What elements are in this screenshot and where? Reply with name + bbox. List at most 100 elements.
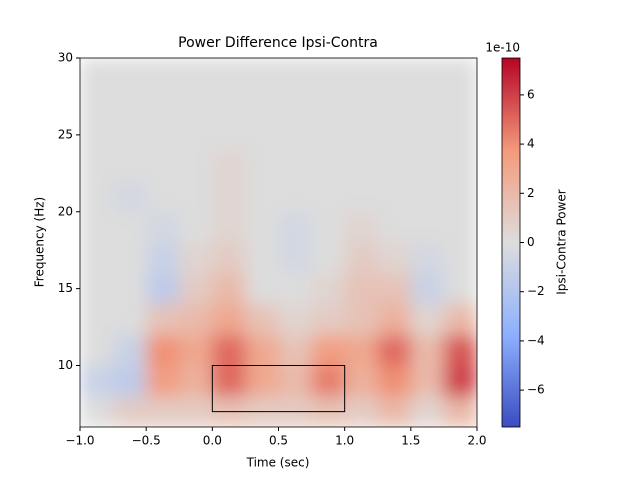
heat-cell: [212, 58, 247, 90]
heat-cell: [278, 88, 313, 121]
heat-cell: [443, 396, 477, 427]
heat-cell: [278, 150, 313, 182]
heat-cell: [410, 334, 445, 367]
heat-cell: [278, 304, 313, 336]
chart-title: Power Difference Ipsi-Contra: [178, 35, 378, 51]
heat-cell: [80, 242, 114, 274]
heat-cell: [80, 365, 114, 397]
heat-cell: [278, 211, 313, 244]
heat-cell: [443, 334, 477, 367]
y-tick-label: 15: [58, 281, 73, 295]
colorbar-tick-label: −4: [527, 333, 545, 347]
heat-cell: [179, 58, 213, 90]
heat-cell: [443, 242, 477, 274]
heat-cell: [311, 88, 346, 121]
x-axis-label: Time (sec): [246, 456, 310, 470]
colorbar-offset: 1e-10: [485, 41, 520, 55]
heat-cell: [146, 396, 180, 427]
heat-cell: [146, 365, 180, 397]
heat-cell: [146, 181, 180, 213]
heat-cell: [410, 58, 445, 90]
x-tick-label: 2.0: [467, 434, 486, 448]
heat-cell: [410, 396, 445, 427]
heat-cell: [146, 150, 180, 182]
heat-cell: [146, 88, 180, 121]
heat-cell: [245, 365, 280, 397]
heat-cell: [179, 304, 213, 336]
colorbar-tick-label: 4: [527, 137, 535, 151]
heat-cell: [377, 88, 412, 121]
heat-cell: [212, 119, 247, 151]
x-tick-label: −0.5: [132, 434, 161, 448]
heat-cell: [113, 119, 147, 151]
heat-cell: [377, 119, 412, 151]
y-tick-label: 25: [58, 127, 73, 141]
heat-cell: [245, 242, 280, 274]
y-axis-label: Frequency (Hz): [33, 197, 47, 288]
colorbar-tick-label: −6: [527, 383, 545, 397]
heat-cell: [410, 119, 445, 151]
heat-cell: [179, 365, 213, 397]
heat-cell: [311, 365, 346, 397]
heat-cell: [443, 304, 477, 336]
heat-cell: [410, 242, 445, 274]
heat-cell: [113, 365, 147, 397]
heat-cell: [113, 273, 147, 305]
heat-cell: [146, 273, 180, 305]
heat-cell: [80, 396, 114, 427]
heat-cell: [179, 396, 213, 427]
heat-cell: [443, 119, 477, 151]
x-tick-label: 1.0: [335, 434, 354, 448]
heat-cell: [278, 58, 313, 90]
heat-cell: [410, 304, 445, 336]
heat-cell: [146, 119, 180, 151]
heat-cell: [179, 181, 213, 213]
heat-cell: [80, 88, 114, 121]
heat-cell: [377, 365, 412, 397]
heat-cell: [311, 58, 346, 90]
heat-cell: [113, 181, 147, 213]
heat-cell: [212, 181, 247, 213]
heat-cell: [410, 181, 445, 213]
heat-cell: [245, 273, 280, 305]
heat-cell: [377, 242, 412, 274]
heat-cell: [311, 242, 346, 274]
heat-cell: [443, 58, 477, 90]
x-tick-label: 1.5: [401, 434, 420, 448]
heat-cell: [245, 88, 280, 121]
heat-cell: [443, 88, 477, 121]
heat-cell: [344, 273, 379, 305]
heat-cell: [344, 58, 379, 90]
heat-cell: [344, 304, 379, 336]
annotation-rect: [211, 365, 346, 413]
heat-cell: [80, 211, 114, 244]
heat-cell: [179, 119, 213, 151]
heat-cell: [212, 273, 247, 305]
heat-cell: [146, 242, 180, 274]
heat-cell: [113, 211, 147, 244]
heat-cell: [146, 58, 180, 90]
heat-cell: [179, 211, 213, 244]
heat-cell: [410, 365, 445, 397]
heat-cell: [245, 58, 280, 90]
heat-cell: [278, 242, 313, 274]
heat-cell: [377, 211, 412, 244]
heat-cell: [179, 242, 213, 274]
colorbar-tick-label: 6: [527, 87, 535, 101]
heat-cell: [146, 334, 180, 367]
heat-cell: [443, 273, 477, 305]
heat-cell: [278, 119, 313, 151]
heat-cell: [179, 88, 213, 121]
colorbar-tick-label: 2: [527, 186, 535, 200]
heat-cell: [212, 150, 247, 182]
heat-cell: [344, 88, 379, 121]
heat-cell: [311, 273, 346, 305]
heat-cell: [278, 334, 313, 367]
heat-cell: [179, 273, 213, 305]
heat-cell: [212, 242, 247, 274]
x-tick-label: 0.5: [269, 434, 288, 448]
heat-cell: [80, 304, 114, 336]
colorbar-tick-label: 0: [527, 235, 535, 249]
heat-cell: [245, 150, 280, 182]
y-tick-label: 30: [58, 51, 73, 65]
